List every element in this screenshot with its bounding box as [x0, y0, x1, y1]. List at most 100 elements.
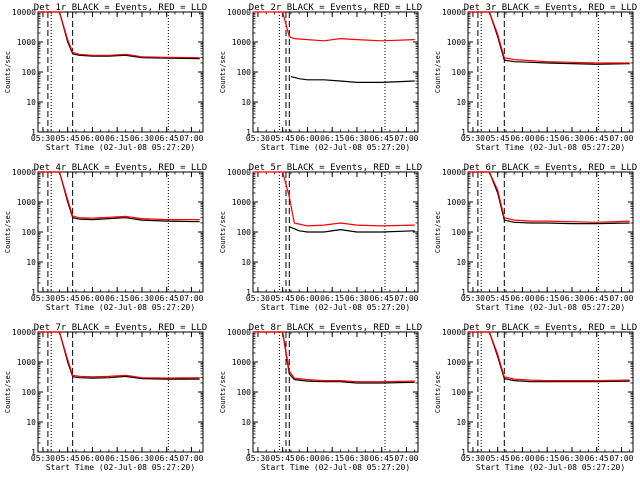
- series-events-line: [253, 331, 415, 384]
- x-tick-label: 06:30: [130, 294, 154, 303]
- x-tick-label: 06:15: [535, 454, 559, 463]
- x-axis-label: Start Time (02-Jul-08 05:27:20): [476, 463, 625, 472]
- x-tick-label: 06:30: [130, 134, 154, 143]
- panel-det-4: Det 4r BLACK = Events, RED = LLD 1 10 100 10…: [4, 163, 207, 312]
- x-tick-label: 06:30: [345, 454, 369, 463]
- y-tick-label: 1: [31, 128, 36, 137]
- y-tick-label: 10: [456, 418, 466, 427]
- y-tick-label: 10000: [442, 168, 466, 177]
- x-axis-label: Start Time (02-Jul-08 05:27:20): [261, 143, 410, 152]
- y-tick-label: 10: [456, 98, 466, 107]
- x-tick-label: 05:45: [56, 134, 80, 143]
- x-tick-label: 06:45: [155, 454, 179, 463]
- series-events-line: [290, 76, 415, 84]
- plot-frame: [37, 171, 204, 293]
- y-tick-label: 10: [241, 258, 251, 267]
- y-tick-label: 100: [237, 388, 252, 397]
- x-tick-label: 06:15: [320, 134, 344, 143]
- y-tick-label: 1000: [17, 198, 36, 207]
- x-tick-label: 07:00: [394, 294, 418, 303]
- panel-det-7: Det 7r BLACK = Events, RED = LLD 1 10 100 10…: [4, 323, 207, 472]
- x-tick-label: 07:00: [609, 134, 633, 143]
- panel-title: Det 6r BLACK = Events, RED = LLD: [464, 163, 637, 173]
- y-tick-label: 10000: [12, 328, 36, 337]
- x-tick-label: 06:30: [345, 134, 369, 143]
- y-tick-label: 100: [452, 228, 467, 237]
- panel-det-1: Det 1r BLACK = Events, RED = LLD 1 10 100 10…: [4, 3, 207, 152]
- x-tick-label: 05:45: [56, 454, 80, 463]
- x-tick-label: 05:30: [246, 454, 270, 463]
- series-events-line: [38, 11, 200, 60]
- y-tick-label: 10000: [12, 8, 36, 17]
- x-tick-label: 05:30: [461, 454, 485, 463]
- x-tick-label: 07:00: [179, 294, 203, 303]
- y-axis-label: Counts/sec: [434, 51, 442, 93]
- series-lld-line: [38, 11, 200, 59]
- y-tick-label: 10: [456, 258, 466, 267]
- x-tick-label: 07:00: [179, 134, 203, 143]
- x-tick-label: 05:30: [246, 294, 270, 303]
- y-tick-label: 1000: [17, 358, 36, 367]
- x-axis-label: Start Time (02-Jul-08 05:27:20): [46, 143, 195, 152]
- plot-frame: [252, 331, 419, 453]
- y-axis-label: Counts/sec: [219, 211, 227, 253]
- series-events-line: [289, 226, 415, 233]
- y-axis-label: Counts/sec: [219, 51, 227, 93]
- x-tick-label: 07:00: [609, 454, 633, 463]
- panel-det-9: Det 9r BLACK = Events, RED = LLD 1 10 100 10…: [434, 323, 637, 472]
- x-tick-label: 05:30: [31, 454, 55, 463]
- y-tick-label: 1: [461, 288, 466, 297]
- x-tick-label: 06:00: [80, 134, 104, 143]
- y-tick-label: 1000: [447, 358, 466, 367]
- y-tick-label: 1000: [232, 198, 251, 207]
- y-tick-label: 100: [452, 68, 467, 77]
- x-tick-label: 06:15: [105, 134, 129, 143]
- x-tick-label: 06:00: [80, 454, 104, 463]
- panel-det-8: Det 8r BLACK = Events, RED = LLD 1 10 100 10…: [219, 323, 422, 472]
- series-events-line: [468, 171, 630, 225]
- x-tick-label: 06:45: [155, 294, 179, 303]
- y-tick-label: 100: [22, 388, 37, 397]
- panel-title: Det 4r BLACK = Events, RED = LLD: [34, 163, 207, 173]
- y-axis-label: Counts/sec: [4, 371, 12, 413]
- series-lld-line: [38, 171, 200, 221]
- x-tick-label: 07:00: [394, 134, 418, 143]
- series-lld-line: [253, 331, 415, 383]
- x-axis-label: Start Time (02-Jul-08 05:27:20): [261, 303, 410, 312]
- y-tick-label: 10: [26, 258, 36, 267]
- panel-det-2: Det 2r BLACK = Events, RED = LLD 1 10 100 10…: [219, 3, 422, 152]
- x-tick-label: 06:00: [295, 454, 319, 463]
- x-tick-label: 06:45: [370, 294, 394, 303]
- series-lld-line: [468, 11, 630, 64]
- y-tick-label: 1: [31, 448, 36, 457]
- y-tick-label: 1: [461, 448, 466, 457]
- x-tick-label: 06:30: [560, 454, 584, 463]
- plot-frame: [467, 11, 634, 133]
- x-tick-label: 06:00: [80, 294, 104, 303]
- panel-det-6: Det 6r BLACK = Events, RED = LLD 1 10 100 10…: [434, 163, 637, 312]
- x-tick-label: 06:45: [370, 454, 394, 463]
- y-axis-label: Counts/sec: [219, 371, 227, 413]
- y-tick-label: 1000: [447, 198, 466, 207]
- y-tick-label: 10: [241, 98, 251, 107]
- x-tick-label: 06:00: [510, 134, 534, 143]
- y-tick-label: 1: [31, 288, 36, 297]
- x-tick-label: 07:00: [394, 454, 418, 463]
- series-lld-line: [253, 11, 415, 42]
- x-axis-label: Start Time (02-Jul-08 05:27:20): [476, 143, 625, 152]
- x-axis-label: Start Time (02-Jul-08 05:27:20): [46, 303, 195, 312]
- panel-title: Det 2r BLACK = Events, RED = LLD: [249, 3, 422, 13]
- x-tick-label: 05:45: [486, 294, 510, 303]
- x-tick-label: 06:15: [320, 294, 344, 303]
- x-tick-label: 05:45: [486, 454, 510, 463]
- plot-frame: [37, 11, 204, 133]
- y-tick-label: 10000: [442, 328, 466, 337]
- x-tick-label: 05:30: [31, 134, 55, 143]
- y-axis-label: Counts/sec: [4, 211, 12, 253]
- panel-title: Det 8r BLACK = Events, RED = LLD: [249, 323, 422, 333]
- y-tick-label: 1: [246, 288, 251, 297]
- x-tick-label: 05:45: [271, 454, 295, 463]
- series-lld-line: [253, 171, 415, 227]
- x-tick-label: 06:30: [560, 294, 584, 303]
- y-tick-label: 1000: [232, 38, 251, 47]
